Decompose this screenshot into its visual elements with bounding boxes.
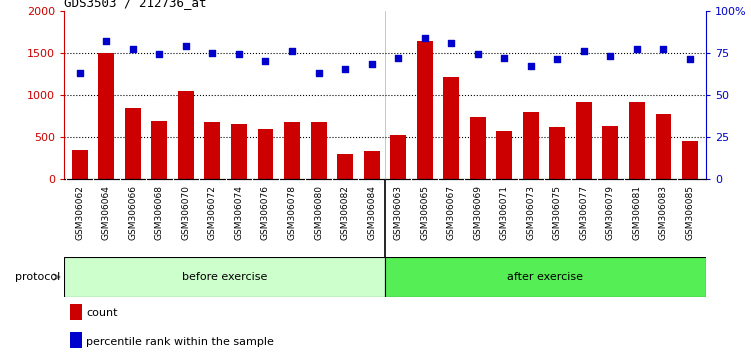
Point <box>366 62 378 67</box>
Bar <box>576 102 592 179</box>
Point <box>525 63 537 69</box>
Text: GSM306064: GSM306064 <box>102 185 111 240</box>
Point <box>418 35 430 40</box>
Point <box>312 70 324 76</box>
Bar <box>391 135 406 179</box>
Text: GSM306084: GSM306084 <box>367 185 376 240</box>
Point <box>180 43 192 49</box>
Point <box>286 48 298 54</box>
Point <box>392 55 404 61</box>
Bar <box>470 118 486 179</box>
Point <box>207 50 219 56</box>
Text: GSM306071: GSM306071 <box>499 185 508 240</box>
Text: GSM306063: GSM306063 <box>394 185 403 240</box>
Bar <box>284 122 300 179</box>
Text: GSM306066: GSM306066 <box>128 185 137 240</box>
Bar <box>258 129 273 179</box>
Text: GSM306081: GSM306081 <box>632 185 641 240</box>
Text: GSM306067: GSM306067 <box>447 185 456 240</box>
Bar <box>231 124 247 179</box>
Point <box>339 67 351 72</box>
Point <box>498 55 510 61</box>
Bar <box>178 91 194 179</box>
Bar <box>523 112 538 179</box>
Bar <box>64 257 385 297</box>
Point <box>472 51 484 57</box>
Bar <box>71 332 82 348</box>
Text: GSM306062: GSM306062 <box>75 185 84 240</box>
Bar <box>656 114 671 179</box>
Text: GSM306070: GSM306070 <box>182 185 191 240</box>
Text: before exercise: before exercise <box>182 272 267 282</box>
Bar <box>496 131 512 179</box>
Bar <box>385 257 706 297</box>
Point <box>101 38 113 44</box>
Bar <box>337 154 353 179</box>
Text: GSM306075: GSM306075 <box>553 185 562 240</box>
Point <box>74 70 86 76</box>
Point <box>153 51 165 57</box>
Text: GSM306076: GSM306076 <box>261 185 270 240</box>
Point <box>657 46 669 52</box>
Text: GSM306068: GSM306068 <box>155 185 164 240</box>
Text: GDS3503 / 212736_at: GDS3503 / 212736_at <box>64 0 207 10</box>
Bar <box>550 127 566 179</box>
Bar <box>152 121 167 179</box>
Text: GSM306078: GSM306078 <box>288 185 297 240</box>
Point <box>684 57 696 62</box>
Text: GSM306079: GSM306079 <box>606 185 615 240</box>
Bar <box>629 102 645 179</box>
Bar <box>125 108 140 179</box>
Text: GSM306080: GSM306080 <box>314 185 323 240</box>
Point <box>631 46 643 52</box>
Point <box>445 40 457 45</box>
Bar <box>602 126 618 179</box>
Bar <box>363 151 379 179</box>
Bar <box>417 41 433 179</box>
Text: GSM306077: GSM306077 <box>579 185 588 240</box>
Text: GSM306083: GSM306083 <box>659 185 668 240</box>
Text: after exercise: after exercise <box>508 272 584 282</box>
Bar <box>98 53 114 179</box>
Text: count: count <box>86 308 118 318</box>
Text: GSM306072: GSM306072 <box>208 185 217 240</box>
Text: GSM306082: GSM306082 <box>341 185 349 240</box>
Bar <box>204 122 220 179</box>
Point <box>605 53 617 59</box>
Text: GSM306069: GSM306069 <box>473 185 482 240</box>
Text: percentile rank within the sample: percentile rank within the sample <box>86 337 274 347</box>
Text: GSM306073: GSM306073 <box>526 185 535 240</box>
Bar <box>72 150 88 179</box>
Text: protocol: protocol <box>15 272 60 282</box>
Bar <box>311 122 327 179</box>
Bar <box>682 141 698 179</box>
Bar <box>443 77 459 179</box>
Text: GSM306065: GSM306065 <box>421 185 429 240</box>
Point <box>260 58 272 64</box>
Text: GSM306085: GSM306085 <box>686 185 695 240</box>
Point <box>551 57 563 62</box>
Point <box>578 48 590 54</box>
Bar <box>71 304 82 320</box>
Text: GSM306074: GSM306074 <box>234 185 243 240</box>
Point <box>233 51 245 57</box>
Point <box>127 46 139 52</box>
